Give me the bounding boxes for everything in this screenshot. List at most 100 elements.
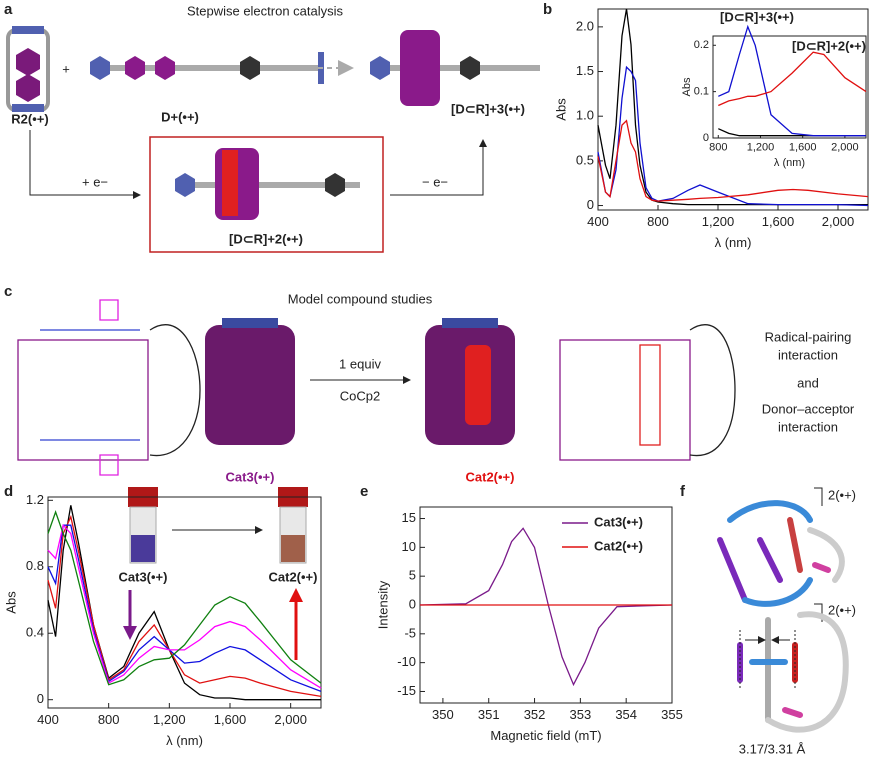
- label: 2(•+): [828, 602, 856, 617]
- y-tick-label: -10: [397, 654, 416, 669]
- series-line: [597, 65, 869, 207]
- label: Cat2(•+): [269, 569, 318, 584]
- label: Cat3(•+): [119, 569, 168, 584]
- x-tick-label: 351: [478, 707, 500, 722]
- x-tick-label: 400: [37, 712, 59, 727]
- x-axis-label: Magnetic field (mT): [490, 728, 601, 743]
- label: [D⊂R]+3(•+): [451, 101, 525, 116]
- y-tick-label: 10: [402, 539, 416, 554]
- y-tick-label: 1.2: [26, 492, 44, 507]
- series-line: [47, 523, 322, 689]
- y-tick-label: 0: [409, 596, 416, 611]
- panel-letter: e: [360, 483, 368, 500]
- complex: [370, 30, 540, 106]
- plot-frame: [712, 35, 867, 139]
- x-tick-label: 800: [709, 142, 727, 154]
- x-axis-label: λ (nm): [166, 733, 203, 748]
- x-tick-label: 1,600: [789, 142, 817, 154]
- y-tick-label: 0.5: [576, 152, 594, 167]
- complex: [175, 148, 360, 220]
- x-tick-label: 350: [432, 707, 454, 722]
- label: 2(•+): [828, 487, 856, 502]
- label: − e−: [422, 174, 448, 189]
- y-tick-label: -15: [397, 683, 416, 698]
- panel-f: f 2(•+) 2(•+) 3.17/3.31 Å: [680, 483, 856, 756]
- y-tick-label: 0.8: [26, 558, 44, 573]
- panel-letter: a: [4, 1, 13, 18]
- series-line: [419, 527, 673, 687]
- x-tick-label: 1,200: [702, 214, 735, 229]
- label: Cat3(•+): [226, 469, 275, 484]
- label: R2(•+): [11, 111, 48, 126]
- plot-frame: [597, 8, 869, 211]
- x-axis-label: λ (nm): [715, 235, 752, 250]
- y-tick-label: 2.0: [576, 18, 594, 33]
- note: Donor–acceptor: [762, 401, 855, 416]
- catenane: [205, 318, 295, 445]
- series-line: [718, 24, 866, 137]
- y-tick-label: 0.2: [694, 39, 709, 51]
- label: Cat2(•+): [466, 469, 515, 484]
- x-tick-label: 1,600: [214, 712, 247, 727]
- panel-title: Model compound studies: [288, 291, 433, 306]
- series-line: [47, 524, 322, 693]
- label: 1 equiv: [339, 356, 381, 371]
- x-tick-label: 800: [98, 712, 120, 727]
- y-tick-label: -5: [404, 625, 416, 640]
- series-label: [D⊂R]+3(•+): [720, 9, 794, 24]
- panel-letter: b: [543, 1, 552, 18]
- vial: [128, 487, 158, 564]
- y-tick-label: 0.1: [694, 86, 709, 98]
- x-tick-label: 2,000: [274, 712, 307, 727]
- x-tick-label: 353: [570, 707, 592, 722]
- x-tick-label: 400: [587, 214, 609, 229]
- y-tick-label: 1.5: [576, 63, 594, 78]
- panel-c: c Model compound studies Cat3(•+) 1 equi…: [4, 283, 855, 484]
- panel-letter: f: [680, 483, 686, 500]
- x-tick-label: 2,000: [822, 214, 855, 229]
- y-tick-label: 0.4: [26, 625, 44, 640]
- note: interaction: [778, 419, 838, 434]
- x-tick-label: 354: [615, 707, 637, 722]
- plus: +: [62, 61, 70, 76]
- y-tick-label: 0: [37, 691, 44, 706]
- x-tick-label: 352: [524, 707, 546, 722]
- note: interaction: [778, 347, 838, 362]
- panel-letter: c: [4, 283, 12, 300]
- label: D+(•+): [161, 109, 199, 124]
- panel-a: a Stepwise electron catalysis R2(•+) + D…: [4, 1, 540, 253]
- x-tick-label: 355: [661, 707, 683, 722]
- y-tick-label: 1.0: [576, 108, 594, 123]
- series-line: [47, 510, 322, 686]
- panel-title: Stepwise electron catalysis: [187, 3, 344, 18]
- label: CoCp2: [340, 388, 380, 403]
- structure: [17, 299, 201, 476]
- dumbbell: [90, 52, 324, 84]
- x-tick-label: 800: [647, 214, 669, 229]
- label: [D⊂R]+2(•+): [229, 231, 303, 246]
- y-tick-label: 0: [587, 197, 594, 212]
- vial: [278, 487, 308, 564]
- series-label: [D⊂R]+2(•+): [792, 38, 866, 53]
- label: 3.17/3.31 Å: [739, 741, 806, 756]
- panel-letter: d: [4, 483, 13, 500]
- series-line: [47, 505, 321, 701]
- y-axis-label: Abs: [3, 591, 18, 614]
- series-line: [597, 119, 869, 202]
- legend-label: Cat2(•+): [594, 538, 643, 553]
- note: and: [797, 375, 819, 390]
- y-tick-label: 5: [409, 568, 416, 583]
- x-tick-label: 1,200: [153, 712, 186, 727]
- catenane: [425, 318, 515, 445]
- series-line: [47, 514, 322, 698]
- structure: [559, 324, 736, 461]
- x-tick-label: 1,600: [762, 214, 795, 229]
- label: + e−: [82, 174, 108, 189]
- ring-molecule: [6, 26, 50, 112]
- x-tick-label: 2,000: [831, 142, 859, 154]
- x-axis-label: λ (nm): [774, 157, 805, 169]
- note: Radical-pairing: [765, 329, 852, 344]
- y-axis-label: Intensity: [375, 580, 390, 629]
- y-tick-label: 15: [402, 510, 416, 525]
